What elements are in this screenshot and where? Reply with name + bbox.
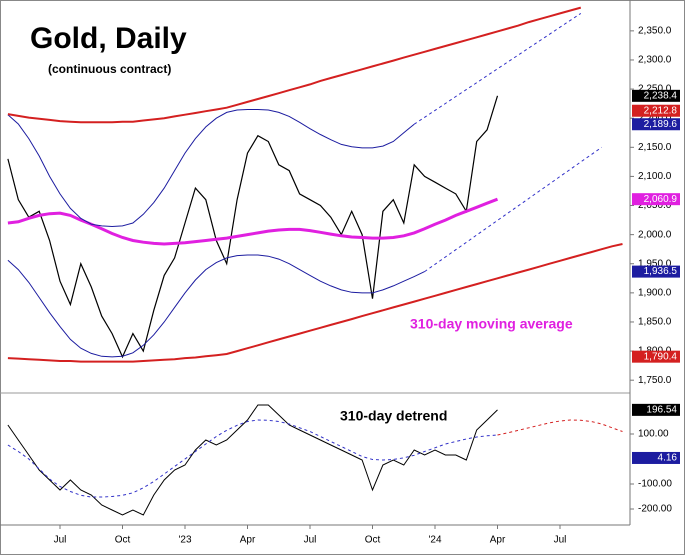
series-line	[7, 109, 415, 228]
y-tick-label: 1,950.0	[638, 258, 672, 269]
value-flag	[632, 403, 680, 416]
annotation: 310-day moving average	[410, 316, 573, 332]
x-tick-label: Oct	[115, 535, 131, 546]
value-flag-label: 4.16	[658, 453, 678, 464]
value-flag-label: 1,790.4	[644, 351, 678, 362]
value-flag-label: 196.54	[646, 405, 677, 416]
y-tick-label: -200.00	[638, 504, 672, 515]
y-tick-label: 100.00	[638, 429, 669, 440]
value-flag	[632, 118, 680, 131]
x-tick-label: Jul	[54, 535, 67, 546]
y-tick-label: 1,750.0	[638, 375, 672, 386]
x-tick-label: Jul	[554, 535, 567, 546]
series-line	[7, 254, 425, 358]
value-flag-label: 2,212.8	[644, 105, 678, 116]
x-tick-label: Oct	[365, 535, 381, 546]
y-tick-label: 2,100.0	[638, 171, 672, 182]
chart-subtitle: (continuous contract)	[48, 62, 171, 76]
chart-title: Gold, Daily	[30, 22, 187, 55]
value-flag-label: 2,189.6	[644, 119, 678, 130]
series-line	[7, 419, 498, 498]
y-tick-label: 2,050.0	[638, 200, 672, 211]
x-tick-label: Jul	[304, 535, 317, 546]
y-tick-label: 2,150.0	[638, 142, 672, 153]
x-tick-label: Apr	[240, 535, 256, 546]
y-tick-label: -100.00	[638, 479, 672, 490]
y-tick-label: 2,000.0	[638, 229, 672, 240]
value-flag-label: 2,238.4	[644, 90, 678, 101]
y-tick-label: 2,350.0	[638, 25, 672, 36]
x-tick-label: '24	[428, 535, 441, 546]
series-line	[7, 404, 498, 516]
value-flag	[632, 451, 680, 464]
series-line	[7, 6, 582, 124]
series-line	[7, 95, 499, 359]
value-flag	[632, 265, 680, 278]
value-flag	[632, 104, 680, 117]
value-flag-label: 2,060.9	[644, 194, 678, 205]
x-tick-label: '23	[178, 535, 191, 546]
value-flag	[632, 350, 680, 363]
x-tick-label: Apr	[490, 535, 506, 546]
y-tick-label: 1,850.0	[638, 317, 672, 328]
annotation: 310-day detrend	[340, 408, 447, 424]
series-line	[7, 243, 623, 363]
y-tick-label: 2,300.0	[638, 55, 672, 66]
value-flag	[632, 89, 680, 102]
series-line	[424, 146, 602, 273]
value-flag	[632, 193, 680, 206]
value-flag-label: 1,936.5	[644, 266, 678, 277]
y-tick-label: 1,900.0	[638, 287, 672, 298]
y-tick-label: 2,250.0	[638, 84, 672, 95]
